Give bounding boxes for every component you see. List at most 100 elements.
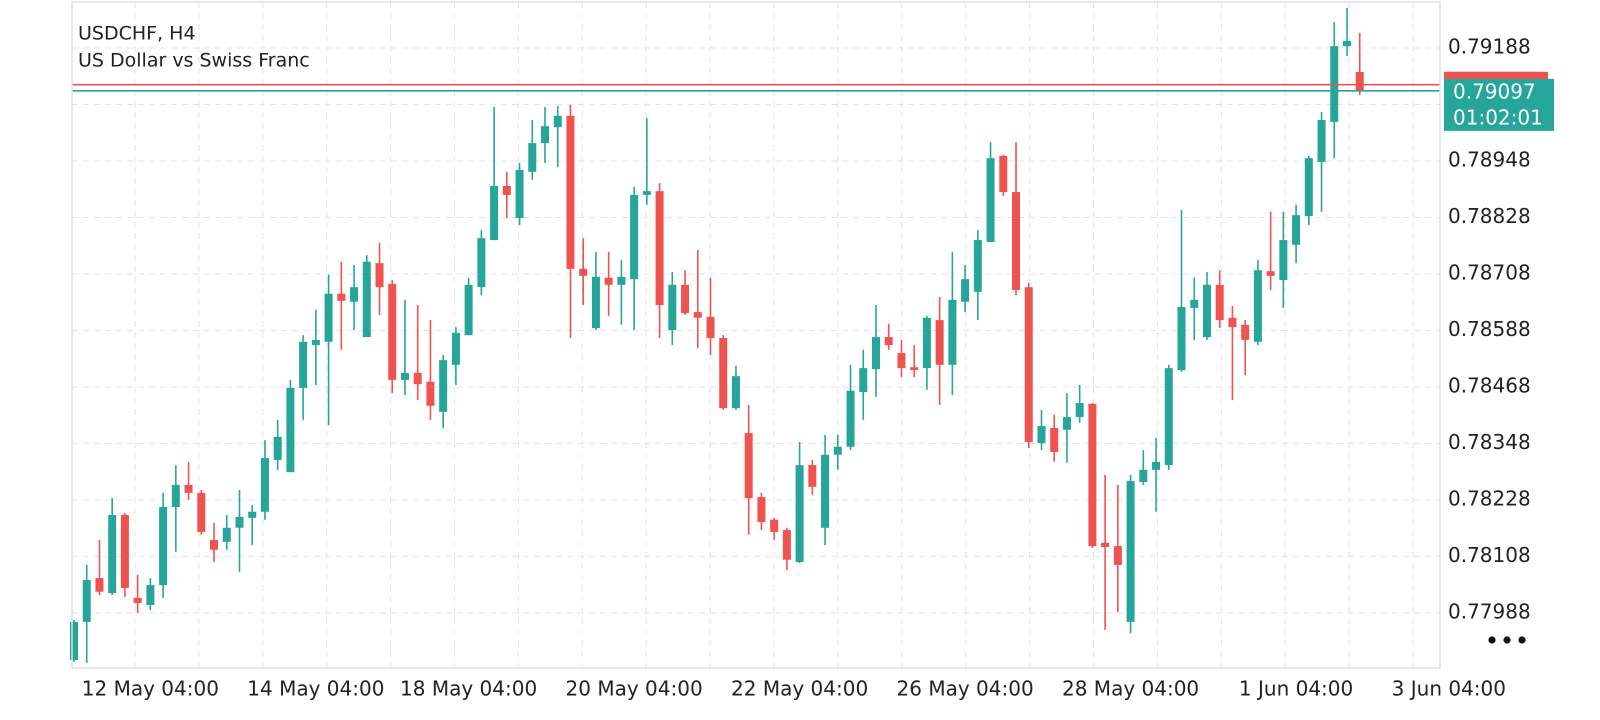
candle-body [375,263,384,288]
candle-body [1152,461,1161,470]
candle-body [1177,306,1186,371]
candle-body [324,293,333,342]
more-menu[interactable] [1488,636,1526,644]
candle-body [604,277,613,285]
candle-body [833,446,842,455]
x-tick-label: 22 May 04:00 [731,677,868,701]
y-tick-label: 0.79188 [1448,35,1531,59]
x-tick-label: 26 May 04:00 [897,677,1034,701]
candle-body [299,341,308,388]
candle-body [413,372,422,385]
y-tick-label: 0.77988 [1448,599,1531,623]
menu-dot[interactable] [1518,636,1526,644]
candle-body [706,316,715,339]
candle-body [795,465,804,563]
x-tick-label: 3 Jun 04:00 [1392,677,1506,701]
candle-body [884,337,893,346]
candle-body [986,158,995,242]
candle-body [82,579,91,622]
candle-body [1228,317,1237,328]
candles [70,8,1364,663]
candle-body [731,376,740,409]
candle-body [350,287,359,302]
candle-body [1292,215,1301,245]
candle-body [451,332,460,365]
candle-body [439,360,448,412]
candle-body [286,387,295,473]
x-tick-label: 1 Jun 04:00 [1239,677,1353,701]
candle-body [197,492,206,532]
candle-body [1101,542,1110,548]
candle-body [1215,284,1224,321]
candle-body [541,126,550,144]
candle-body [1126,481,1135,622]
candle-body [782,530,791,560]
candle-body [1190,299,1199,308]
candle-body [70,621,78,660]
candle-body [1075,402,1084,418]
candle-body [400,372,409,380]
candle-body [770,519,779,532]
candle-body [1266,271,1275,276]
candle-body [210,539,219,550]
candle-body [337,293,346,301]
candle-body [961,279,970,302]
candle-body [871,337,880,370]
candle-body [502,185,511,195]
x-tick-label: 14 May 04:00 [247,677,384,701]
candle-body [846,390,855,447]
candle-body [948,299,957,365]
candle-body [859,368,868,393]
candle-body [617,276,626,285]
candle-body [1317,120,1326,162]
candle-body [642,191,651,195]
y-tick-label: 0.78348 [1448,430,1531,454]
candle-body [1037,426,1046,443]
x-tick-label: 20 May 04:00 [566,677,703,701]
chart-subtitle: US Dollar vs Swiss Franc [78,50,310,72]
candle-body [222,527,231,542]
candle-body [477,238,486,288]
x-tick-label: 28 May 04:00 [1062,677,1199,701]
bid-price: 0.79097 [1453,79,1536,103]
candle-body [184,484,193,493]
menu-dot[interactable] [1503,636,1511,644]
candle-body [146,585,155,605]
candle-body [1024,287,1033,443]
candle-body [693,312,702,318]
candle-body [1113,546,1122,565]
menu-dot[interactable] [1488,636,1496,644]
candle-body [1062,417,1071,430]
y-tick-label: 0.78708 [1448,260,1531,284]
x-tick-label: 12 May 04:00 [82,677,219,701]
grid [72,2,1440,668]
candle-body [668,284,677,330]
y-tick-label: 0.78948 [1448,147,1531,171]
candle-body [821,454,830,528]
candle-body [973,240,982,292]
candle-body [744,433,753,499]
candle-body [362,261,371,338]
plot-frame [71,1,1441,669]
candle-body [1012,192,1021,290]
candle-body [910,367,919,371]
candle-body [922,317,931,369]
candle-body [490,185,499,241]
candle-body [566,115,575,269]
candle-body [235,516,244,528]
candle-body [1355,72,1364,91]
candle-body [808,465,817,487]
candle-body [757,497,766,523]
candle-body [248,511,257,518]
candle-body [1202,284,1211,338]
chart-title: USDCHF, H4 [78,23,196,45]
candle-body [1050,427,1059,452]
candle-body [171,484,180,508]
y-tick-label: 0.78468 [1448,373,1531,397]
candle-body [1343,40,1351,47]
candle-body [553,115,562,128]
candle-body [426,381,435,406]
